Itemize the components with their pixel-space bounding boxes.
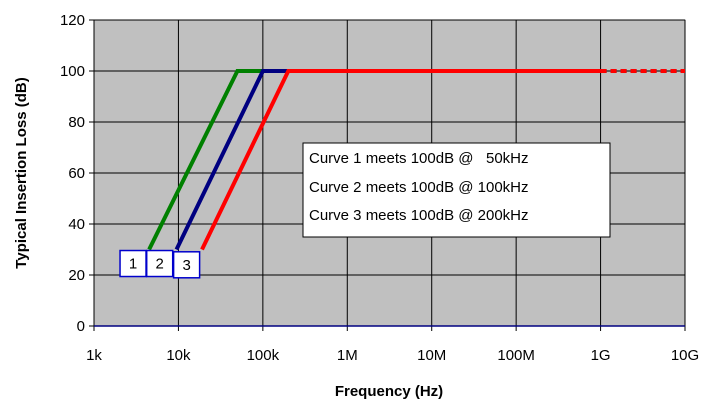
x-tick-labels: 1k 10k 100k 1M 10M 100M 1G 10G: [86, 326, 699, 364]
x-tick-label: 1M: [337, 347, 358, 364]
y-tick-label: 60: [68, 165, 85, 182]
annotation-line-1: Curve 1 meets 100dB @ 50kHz: [309, 150, 529, 167]
curve-marker-box-1: [119, 249, 147, 278]
curve-markers: 1 2 3: [119, 249, 201, 279]
series-lines: [147, 69, 685, 251]
curve-marker-box-3: [172, 251, 201, 279]
series-line-3: [200, 69, 601, 251]
y-tick-label: 0: [77, 318, 85, 335]
curve-marker-label-1: 1: [129, 256, 137, 273]
y-tick-label: 80: [68, 114, 85, 131]
annotation-line-3: Curve 3 meets 100dB @ 200kHz: [309, 207, 529, 224]
x-tick-label: 100M: [497, 347, 535, 364]
y-tick-label: 40: [68, 216, 85, 233]
x-tick-label: 100k: [247, 347, 280, 364]
x-tick-label: 10G: [671, 347, 699, 364]
curve-marker-box-2: [145, 249, 174, 278]
x-tick-label: 1G: [591, 347, 611, 364]
y-tick-label: 120: [60, 12, 85, 29]
x-axis-title: Frequency (Hz): [335, 383, 443, 400]
y-tick-label: 20: [68, 267, 85, 284]
annotation-line-2: Curve 2 meets 100dB @ 100kHz: [309, 179, 529, 196]
annotation-box: Curve 1 meets 100dB @ 50kHz Curve 2 meet…: [302, 142, 611, 238]
y-tick-labels: 0 20 40 60 80 100 120: [60, 12, 94, 335]
curve-marker-label-3: 3: [182, 257, 190, 274]
y-tick-label: 100: [60, 63, 85, 80]
x-tick-label: 1k: [86, 347, 102, 364]
x-tick-label: 10M: [417, 347, 446, 364]
y-axis-title: Typical Insertion Loss (dB): [13, 77, 30, 268]
curve-marker-label-2: 2: [156, 256, 164, 273]
x-tick-label: 10k: [166, 347, 191, 364]
annotation-box-frame: [302, 142, 611, 238]
